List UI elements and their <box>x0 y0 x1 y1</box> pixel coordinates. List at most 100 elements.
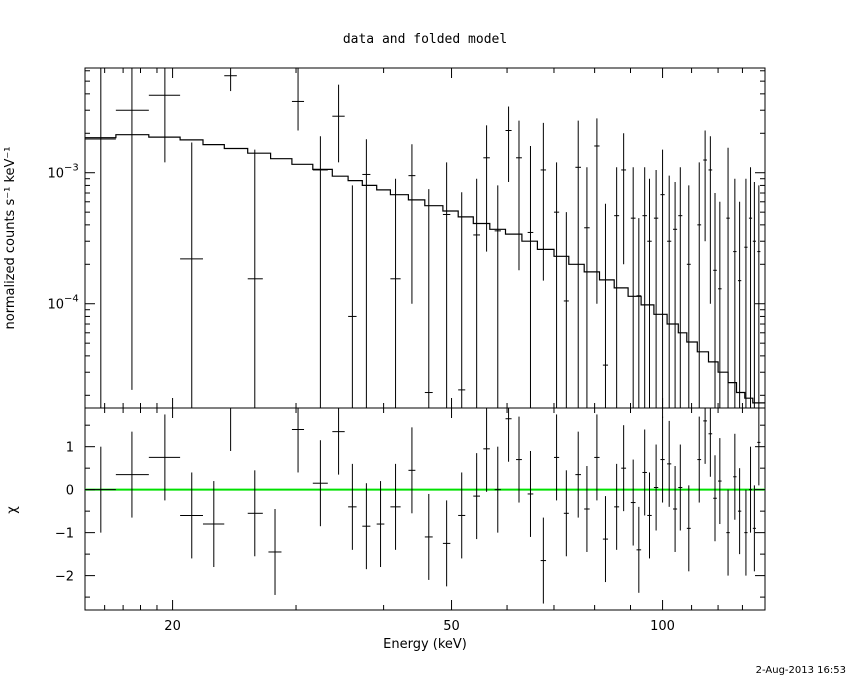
data-point <box>180 142 203 408</box>
data-point <box>708 136 713 304</box>
y-tick-label: −1 <box>55 527 74 542</box>
data-point <box>291 408 305 473</box>
data-point <box>148 414 181 501</box>
data-point <box>115 68 149 390</box>
data-point <box>737 201 742 408</box>
data-point <box>678 167 683 408</box>
data-point <box>553 414 560 501</box>
data-point <box>408 427 416 514</box>
data-point <box>494 185 501 408</box>
x-tick-labels: 20 50 100 <box>164 619 675 634</box>
data-point <box>673 181 678 408</box>
data-point <box>697 162 702 408</box>
data-point <box>757 185 761 408</box>
data-point <box>348 463 357 550</box>
data-point <box>653 169 659 408</box>
residual-panel: 1 0 −1 −2 χ <box>5 407 766 611</box>
x-tick-label: 100 <box>650 619 675 634</box>
data-point <box>621 133 627 265</box>
chart-title: data and folded model <box>343 32 507 47</box>
spectrum-axis-ticks <box>84 68 766 408</box>
data-point <box>653 444 659 531</box>
data-point <box>757 408 761 486</box>
data-point <box>540 122 547 281</box>
data-point <box>697 416 702 503</box>
y-tick-label: 10 <box>47 167 64 182</box>
data-point <box>516 416 522 503</box>
data-point <box>744 178 748 408</box>
data-point <box>602 496 609 583</box>
data-point <box>268 509 282 595</box>
data-point <box>483 408 490 492</box>
data-point <box>85 446 116 533</box>
data-point <box>180 472 203 559</box>
data-point <box>584 466 590 552</box>
data-point <box>718 438 722 525</box>
data-point <box>483 125 490 252</box>
y-tick-exponent: −4 <box>64 294 79 305</box>
data-point <box>584 167 590 408</box>
data-point <box>667 420 672 507</box>
data-point <box>505 106 512 182</box>
data-point <box>726 147 730 408</box>
data-point <box>575 431 582 518</box>
data-point <box>408 144 416 304</box>
data-point <box>647 178 652 408</box>
data-point <box>312 440 328 527</box>
data-point <box>642 429 647 516</box>
spectrum-panel: 10−410−3 normalized counts s⁻¹ keV⁻¹ <box>3 67 766 409</box>
data-point <box>726 489 730 576</box>
residual-plot-frame <box>84 407 766 611</box>
data-point <box>647 472 652 559</box>
data-point <box>473 453 481 540</box>
data-point <box>660 149 665 408</box>
data-point <box>390 178 401 408</box>
data-point <box>362 139 371 408</box>
data-point <box>115 431 149 518</box>
data-point <box>594 414 600 501</box>
data-point <box>332 84 345 163</box>
data-point <box>630 459 636 546</box>
y-tick-label: 1 <box>66 441 74 456</box>
data-point <box>630 167 636 408</box>
plot-timestamp: 2-Aug-2013 16:53 <box>756 665 846 676</box>
data-point <box>708 408 713 477</box>
data-point <box>718 201 722 408</box>
data-point <box>636 218 642 408</box>
data-point <box>678 444 683 531</box>
data-point <box>621 425 627 512</box>
data-point <box>737 468 742 555</box>
data-point <box>332 408 345 475</box>
data-point <box>636 506 642 593</box>
data-point <box>686 485 691 572</box>
data-point <box>291 68 305 131</box>
data-point <box>713 193 717 408</box>
folded-model-line <box>85 134 765 404</box>
data-point <box>744 489 748 576</box>
y-tick-label: 10 <box>47 298 64 313</box>
data-point <box>442 162 451 408</box>
x-tick-label: 50 <box>443 619 460 634</box>
y-tick-label: −2 <box>55 570 74 585</box>
data-point <box>376 481 385 568</box>
data-point <box>527 450 534 537</box>
data-point <box>224 68 237 92</box>
data-point <box>713 455 717 542</box>
data-point <box>148 68 181 163</box>
y-tick-label: 0 <box>66 484 74 499</box>
data-point <box>614 463 620 550</box>
data-point <box>733 178 737 408</box>
residual-axis-ticks <box>84 408 766 610</box>
data-point <box>752 485 756 572</box>
spectrum-data-points <box>85 68 761 408</box>
data-point <box>703 130 707 242</box>
data-point <box>85 68 116 408</box>
x-axis-label: Energy (keV) <box>383 637 467 652</box>
data-point <box>540 517 547 604</box>
data-point <box>602 203 609 408</box>
residual-y-axis-label: χ <box>5 506 20 514</box>
data-point <box>202 481 225 568</box>
spectrum-y-tick-labels: 10−410−3 <box>47 163 78 313</box>
data-point <box>563 212 569 408</box>
